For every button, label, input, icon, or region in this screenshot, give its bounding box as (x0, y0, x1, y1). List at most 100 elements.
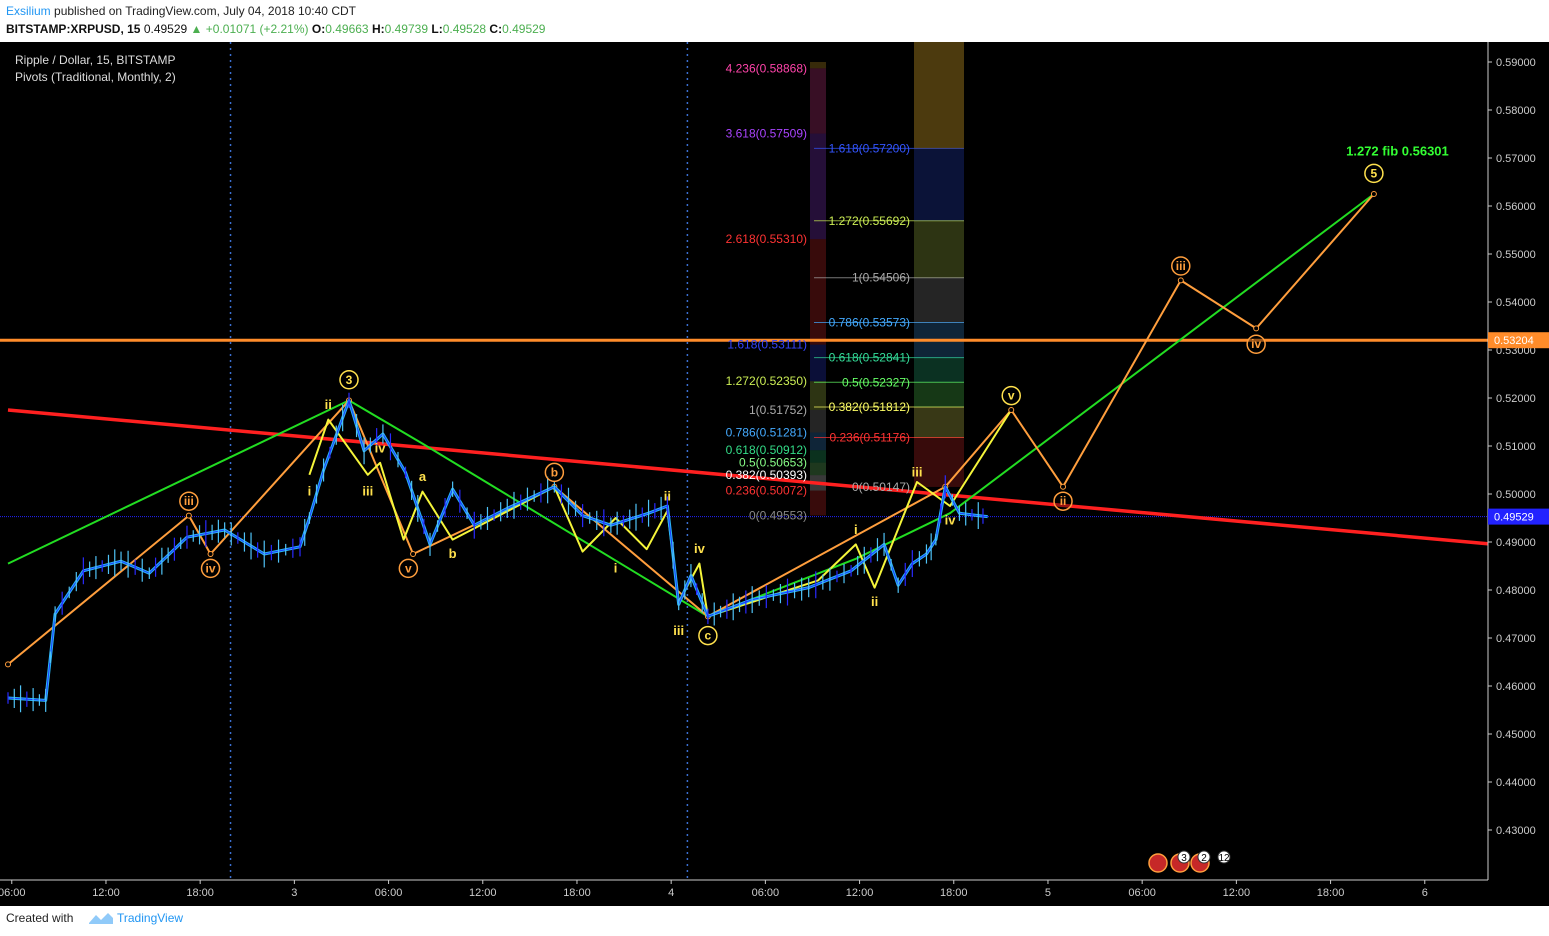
fib-retracement-label: 4.236(0.58868) (726, 61, 807, 75)
wave-label-circle (698, 625, 718, 646)
event-markers[interactable]: 3 2 12 (1148, 850, 1231, 873)
fib-retracement-label: 0(0.49553) (749, 508, 807, 522)
fib-projection-top-zone (914, 42, 964, 149)
fib-retracement-zone (810, 462, 826, 476)
red-trendline (7, 408, 1495, 547)
tradingview-link[interactable]: TradingView (117, 911, 184, 925)
created-with-text: Created with (6, 911, 74, 925)
axes: 0.59000 0.58000 0.57000 0.56000 0.55000 0.540… (0, 42, 1549, 906)
fib-retracement-top-zone (810, 62, 826, 69)
symbol-label[interactable]: BITSTAMP:XRPUSD, 15 (6, 22, 141, 36)
fib-projection-zone (914, 437, 964, 487)
fib-retracement-label: 3.618(0.57509) (726, 127, 807, 141)
open-label: O: (311, 22, 326, 36)
wave-pivot-dot (185, 512, 192, 519)
publish-line: Exsilium published on TradingView.com, J… (6, 4, 356, 18)
low-value: 0.49528 (442, 22, 487, 36)
wave-label-circle (339, 370, 359, 390)
chart-background (0, 42, 1549, 906)
wave-label: iii (1176, 259, 1186, 273)
x-tick-label: 18:00 (1317, 887, 1345, 899)
y-tick-label: 0.51000 (1496, 441, 1536, 453)
wave-label-circle (1246, 334, 1266, 354)
x-tick-label: 18:00 (563, 887, 591, 899)
event-count-badge (1217, 850, 1231, 864)
fib-retracement-zone (810, 450, 826, 463)
y-tick-label: 0.47000 (1496, 633, 1536, 645)
wave-label-circle (544, 462, 565, 483)
fib-projection-zone (914, 148, 964, 221)
fib-retracement-label: 1(0.51752) (749, 403, 807, 417)
y-tick-label: 0.55000 (1496, 249, 1536, 261)
yellow-wave-line (308, 409, 1013, 618)
change-arrow-icon: ▲ (190, 22, 203, 36)
wave-label-circle (1171, 256, 1191, 276)
fib-projection-label: 1.272(0.55692) (829, 214, 910, 228)
wave-label: b (551, 465, 558, 479)
fib-retracement-label: 1.618(0.53111) (727, 338, 807, 352)
high-value: 0.49739 (384, 22, 429, 36)
fib-retracement-label: 0.236(0.50072) (726, 484, 807, 498)
legend-title: Ripple / Dollar, 15, BITSTAMP (15, 53, 176, 67)
wave-label-circle (398, 558, 419, 579)
wave-label-circle (1001, 385, 1021, 406)
wave-pivot-dot (1177, 277, 1184, 284)
wave-label: c (705, 629, 712, 643)
wave-pivot-dot (5, 661, 11, 668)
fib-projection-zone (914, 220, 964, 278)
x-tick-label: 4 (668, 887, 674, 899)
session-separators (229, 42, 689, 880)
wave-label: a (419, 469, 427, 484)
wave-label-circle (1053, 491, 1073, 511)
y-tick-label: 0.52000 (1496, 393, 1536, 405)
wave-label: 3 (346, 373, 353, 387)
wave-label: i (308, 484, 312, 499)
fib-retracement-zone (810, 239, 826, 345)
wave-label: iii (912, 464, 923, 479)
x-tick-label: 18:00 (940, 887, 968, 899)
wave-label: iii (184, 494, 194, 508)
x-axis-background (0, 880, 1488, 906)
tradingview-logo-icon (89, 913, 113, 924)
x-tick-label: 12:00 (1223, 887, 1251, 899)
wave-label: iv (694, 541, 706, 556)
wave-pivot-dot (1008, 407, 1015, 413)
wave-label: iii (673, 623, 684, 638)
x-tick-label: 06:00 (1128, 887, 1156, 899)
price-change: +0.01071 (+2.21%) (205, 22, 309, 36)
wave-label: iii (362, 484, 373, 499)
fib-projection-label: 0.5(0.52327) (842, 375, 910, 389)
wave-label: iv (1251, 337, 1261, 351)
fib-projection-label: 0.618(0.52841) (829, 351, 910, 365)
fib-projection-label: 0(0.50147) (852, 480, 910, 494)
y-tick-label: 0.45000 (1496, 729, 1536, 741)
wave-pivot-dot (410, 551, 417, 557)
wave-pivot-dot (207, 551, 214, 557)
y-tick-label: 0.59000 (1496, 57, 1536, 69)
price-chart[interactable]: 0.236(0.50072) 0.382(0.50393)0.5(0.50653)… (0, 42, 1549, 906)
last-price: 0.49529 (143, 22, 188, 36)
economic-event-flag-icon (1148, 853, 1168, 873)
fib-projection-zone (914, 277, 964, 323)
fib-retracement-label: 1.272(0.52350) (726, 374, 807, 388)
x-tick-label: 12:00 (846, 887, 874, 899)
x-tick-label: 18:00 (186, 887, 214, 899)
ohlc-line: BITSTAMP:XRPUSD, 15 0.49529 ▲ +0.01071 (… (6, 22, 545, 36)
fib-retracement-label: 2.618(0.55310) (726, 232, 807, 246)
wave-pivot-dot (1253, 325, 1260, 332)
wave-label-circle (1364, 163, 1384, 184)
open-value: 0.49663 (325, 22, 369, 36)
wave-label: 5 (1371, 166, 1378, 180)
fib-labels: 0.236(0.50072) 0.382(0.50393)0.5(0.50653)… (726, 61, 910, 522)
legend-indicator: Pivots (Traditional, Monthly, 2) (15, 70, 176, 84)
event-count-label: 12 (1218, 853, 1230, 864)
author-link[interactable]: Exsilium (6, 4, 51, 18)
fib-retracement-zone (810, 381, 826, 410)
fib-retracement-label: 0.5(0.50653) (739, 456, 807, 470)
y-tick-label: 0.48000 (1496, 585, 1536, 597)
x-tick-label: 3 (291, 887, 297, 899)
y-tick-label: 0.49000 (1496, 537, 1536, 549)
fib-projection-label: 0.786(0.53573) (829, 315, 910, 329)
wave-label: iv (375, 440, 387, 455)
